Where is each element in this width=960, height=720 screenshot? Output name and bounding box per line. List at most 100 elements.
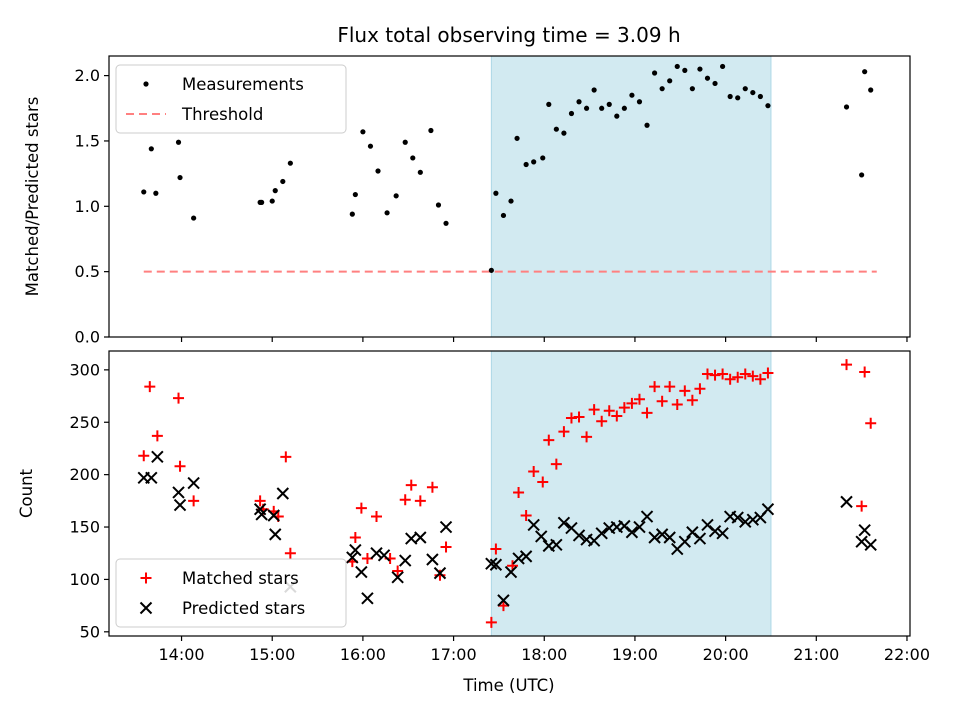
data-point (391, 571, 404, 584)
data-point (370, 547, 383, 560)
data-point (384, 210, 390, 216)
data-point (636, 99, 643, 105)
y-axis-title: Count (17, 468, 36, 518)
data-point (709, 369, 721, 381)
x-tick-label: 16:00 (340, 645, 386, 664)
data-point (490, 543, 502, 555)
data-point (649, 381, 661, 393)
y-tick-label: 100 (69, 570, 100, 589)
data-point (655, 528, 669, 541)
data-point (399, 494, 411, 506)
data-point (603, 405, 615, 417)
data-point (596, 415, 608, 427)
data-point (591, 87, 597, 93)
data-point (553, 126, 559, 132)
data-point (540, 155, 546, 161)
data-point (606, 101, 612, 107)
data-point (588, 404, 600, 416)
y-tick-label: 150 (69, 518, 100, 537)
data-point (355, 502, 367, 514)
x-tick-label: 20:00 (703, 645, 749, 664)
data-point (145, 471, 158, 484)
plot-frame (108, 55, 911, 338)
data-point (535, 530, 548, 543)
data-point (840, 495, 853, 509)
data-point (489, 558, 503, 571)
data-point (747, 370, 759, 382)
data-point (858, 523, 871, 537)
legend-label: Matched stars (182, 569, 299, 588)
data-point (704, 75, 711, 81)
data-point (504, 565, 518, 579)
data-point (558, 426, 570, 438)
data-point (393, 193, 399, 199)
data-point (287, 160, 293, 166)
data-point (151, 450, 164, 464)
data-point (862, 69, 868, 75)
legend-label: Threshold (181, 105, 263, 124)
data-point (276, 487, 290, 500)
data-point (174, 460, 186, 472)
data-point (708, 525, 722, 538)
data-point (272, 188, 278, 194)
data-point (485, 557, 498, 570)
data-point (375, 168, 381, 174)
data-point (428, 127, 434, 134)
data-point (664, 381, 676, 393)
x-tick-label: 15:00 (249, 645, 295, 664)
data-point (508, 198, 514, 204)
y-axis-title: Matched/Predicted stars (23, 97, 42, 297)
data-point (739, 515, 752, 528)
data-point (528, 465, 540, 477)
legend-label: Measurements (182, 75, 304, 94)
data-point (144, 381, 156, 393)
data-point (693, 532, 707, 545)
data-point (414, 495, 426, 507)
data-point (188, 495, 200, 507)
data-point (843, 104, 850, 110)
bottom-panel: 50 100 150 200 250 300 14:00 15:00 16:00 17:00 18:… (17, 350, 930, 664)
data-point (148, 146, 154, 152)
data-point (355, 565, 368, 579)
data-point (352, 191, 358, 198)
data-point (497, 594, 510, 607)
data-point (254, 495, 266, 507)
data-point (625, 526, 639, 539)
data-point (682, 67, 688, 73)
data-point (519, 550, 533, 563)
data-point (433, 566, 447, 580)
series-1 (138, 359, 877, 628)
data-point (626, 397, 638, 409)
y-tick-label: 200 (69, 465, 100, 484)
data-point (349, 543, 362, 557)
data-point (426, 553, 439, 566)
data-point (659, 86, 665, 92)
data-point (500, 212, 507, 219)
data-point (614, 113, 620, 119)
data-point (377, 549, 391, 562)
data-point (177, 174, 183, 181)
legend-label: Predicted stars (182, 599, 305, 618)
data-point (405, 479, 417, 491)
y-tick-label: 0.5 (75, 262, 100, 281)
data-point (402, 139, 408, 145)
data-point (856, 500, 868, 512)
data-point (497, 600, 509, 612)
top-panel: 0.0 0.5 1.0 1.5 2.0 Matched/Predicted stars Me… (23, 55, 911, 347)
data-point (573, 411, 585, 423)
data-point (864, 538, 877, 552)
data-point (399, 554, 412, 567)
data-point (440, 541, 452, 553)
data-point (523, 161, 529, 168)
data-point (640, 510, 654, 523)
data-point (561, 130, 567, 136)
data-point (255, 508, 268, 521)
data-point (727, 93, 733, 100)
data-point (855, 535, 868, 548)
data-point (488, 267, 494, 273)
data-point (557, 516, 571, 530)
data-point (346, 551, 359, 564)
data-point (671, 398, 683, 410)
data-point (656, 395, 668, 407)
data-point (543, 434, 555, 446)
